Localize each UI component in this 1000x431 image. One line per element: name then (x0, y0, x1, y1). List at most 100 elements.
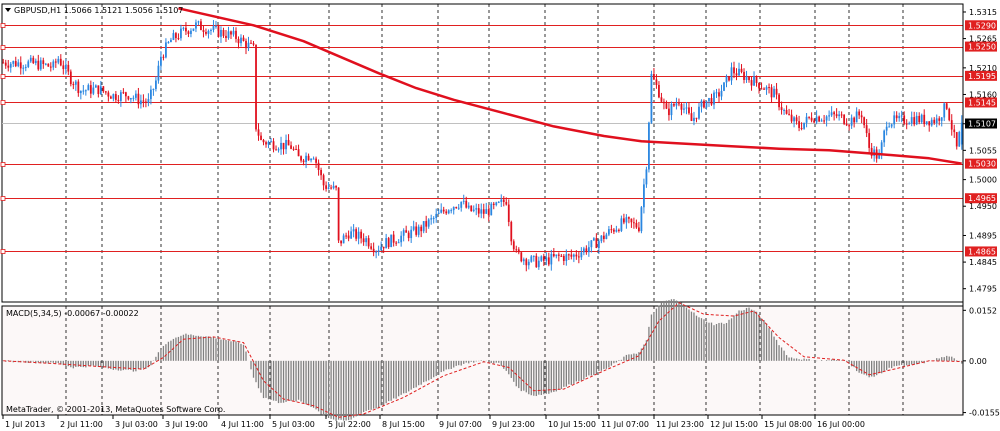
candle-159 (400, 235, 403, 243)
current-price-label-bg (965, 118, 997, 129)
candle-277 (695, 117, 698, 119)
candle-185 (465, 200, 468, 208)
candle-72 (182, 27, 185, 29)
candle-19 (49, 66, 52, 68)
price-panel[interactable] (1, 3, 964, 303)
candle-136 (342, 235, 345, 244)
candle-109 (275, 149, 277, 151)
candle-115 (290, 145, 292, 149)
candle-225 (565, 254, 568, 261)
candle-107 (270, 141, 272, 143)
level-label-1: 1.5250 (968, 43, 996, 52)
candle-285 (715, 92, 718, 94)
candle-191 (480, 209, 483, 214)
candle-24 (62, 65, 65, 70)
candle-12 (32, 57, 35, 64)
candle-243 (610, 229, 613, 231)
candle-101 (255, 44, 257, 130)
candle-50 (127, 96, 130, 100)
candle-375 (940, 117, 943, 121)
candle-298 (748, 76, 750, 81)
candle-312 (783, 109, 785, 111)
level-anchor-2[interactable] (0, 74, 6, 79)
candle-184 (462, 200, 465, 202)
time-label-9: 9 Jul 23:00 (492, 420, 535, 429)
candle-5 (14, 61, 17, 67)
candle-209 (525, 259, 528, 266)
candle-76 (192, 28, 195, 31)
macd-signal-line[interactable] (3, 302, 962, 418)
candle-247 (620, 218, 623, 231)
candle-17 (44, 63, 47, 65)
time-label-7: 8 Jul 15:00 (382, 420, 425, 429)
candle-122 (307, 155, 310, 161)
candle-7 (19, 62, 22, 69)
level-label-6: 1.4865 (968, 247, 996, 256)
candle-140 (352, 229, 355, 232)
price-tick-label-8: 1.4895 (969, 231, 997, 240)
level-anchor-6[interactable] (0, 249, 6, 254)
candle-231 (580, 252, 583, 258)
candle-32 (82, 90, 85, 92)
candle-171 (430, 218, 433, 220)
level-anchor-3[interactable] (0, 100, 6, 105)
level-anchor-0[interactable] (0, 23, 6, 28)
level-anchor-5[interactable] (0, 196, 6, 201)
candle-59 (150, 89, 152, 100)
candle-37 (94, 85, 97, 88)
candle-102 (257, 129, 260, 136)
candle-177 (445, 211, 448, 214)
candle-65 (165, 42, 167, 58)
candle-245 (615, 229, 618, 232)
candle-51 (129, 98, 132, 100)
candle-224 (562, 255, 565, 261)
candle-13 (34, 60, 37, 64)
candle-173 (435, 213, 438, 219)
candle-23 (59, 58, 62, 66)
candle-254 (638, 227, 640, 232)
candle-327 (820, 120, 823, 122)
current-price-label: 1.5107 (968, 120, 996, 129)
candle-190 (477, 208, 480, 214)
candle-335 (840, 114, 843, 116)
candle-366 (918, 115, 921, 123)
candle-212 (532, 255, 535, 257)
candle-60 (152, 88, 155, 90)
candle-162 (407, 232, 410, 239)
candle-223 (560, 255, 563, 257)
candle-119 (300, 156, 302, 161)
macd-tick-label-0: 0.0152 (969, 306, 997, 315)
candle-376 (943, 103, 946, 118)
candle-282 (708, 98, 710, 102)
symbol-header: GBPUSD,H1 1.5066 1.5121 1.5056 1.5107 (14, 6, 183, 15)
candle-47 (119, 92, 122, 101)
candle-112 (282, 142, 285, 150)
level-anchor-4[interactable] (0, 162, 6, 167)
macd-panel[interactable] (1, 305, 964, 416)
candle-21 (54, 61, 57, 63)
candle-77 (195, 22, 197, 29)
candle-233 (585, 248, 588, 253)
menu-triangle-icon[interactable] (5, 8, 11, 12)
candle-0 (2, 62, 5, 64)
candle-44 (112, 94, 115, 99)
candle-362 (908, 123, 911, 125)
candle-250 (628, 217, 630, 219)
candle-227 (570, 254, 573, 257)
candle-178 (447, 210, 450, 214)
time-label-4: 4 Jul 11:00 (221, 420, 264, 429)
candle-274 (688, 107, 690, 114)
candle-283 (710, 98, 713, 105)
candle-62 (157, 65, 160, 81)
candle-345 (865, 125, 868, 134)
candle-111 (280, 142, 282, 150)
candle-213 (535, 255, 538, 268)
level-anchor-1[interactable] (0, 45, 6, 50)
candle-127 (320, 169, 322, 176)
level-label-bg-6 (965, 246, 997, 257)
moving-average-line[interactable] (178, 7, 962, 165)
candle-271 (680, 104, 683, 110)
candle-241 (605, 234, 608, 240)
candle-1 (4, 62, 7, 66)
